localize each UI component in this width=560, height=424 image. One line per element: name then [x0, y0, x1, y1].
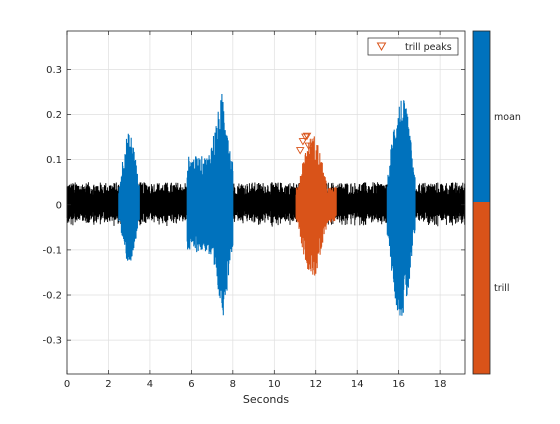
tick-marks [66, 31, 465, 374]
x-tick-label: 10 [268, 379, 281, 390]
x-tick-label: 12 [309, 379, 322, 390]
plot-area [66, 30, 466, 375]
x-tick-label: 0 [64, 379, 70, 390]
x-tick-label: 16 [392, 379, 405, 390]
x-tick-label: 14 [351, 379, 364, 390]
trill-peak-marker [295, 147, 305, 155]
legend-box [367, 37, 459, 56]
y-tick-labels: -0.3 -0.2 -0.1 0 0.1 0.2 0.3 [42, 65, 62, 347]
y-tick-label: -0.2 [42, 291, 62, 302]
colorbar: moan trill [472, 30, 521, 375]
x-tick-label: 2 [105, 379, 111, 390]
trill-peak-marker [301, 133, 310, 141]
moan-segment-trace [386, 100, 416, 316]
trill-peak-marker [304, 142, 313, 150]
y-tick-label: 0.3 [46, 65, 62, 76]
y-tick-label: 0.1 [46, 155, 62, 166]
x-tick-label: 4 [147, 379, 153, 390]
colorbar-label-moan: moan [494, 112, 521, 123]
y-tick-label: -0.3 [42, 336, 62, 347]
x-tick-label: 18 [434, 379, 447, 390]
legend: trill peaks [367, 37, 459, 56]
colorbar-moan-segment [473, 31, 490, 202]
x-tick-label: 6 [188, 379, 194, 390]
y-tick-label: 0 [56, 200, 62, 211]
y-tick-label: -0.1 [42, 245, 62, 256]
trill-segment-trace [295, 136, 337, 276]
colorbar-label-trill: trill [494, 283, 510, 294]
moan-segment-trace [186, 94, 234, 316]
trill-peak-marker [298, 138, 308, 146]
x-tick-labels: 0 2 4 6 8 10 12 14 16 18 [64, 379, 447, 390]
moan-segment-trace [118, 133, 140, 261]
legend-entry-trill-peaks: trill peaks [405, 42, 452, 53]
legend-marker-triangle [376, 42, 387, 52]
trill-peak-marker [302, 132, 312, 141]
axes-box [66, 30, 466, 375]
colorbar-trill-segment [473, 202, 490, 374]
x-axis-label: Seconds [243, 393, 289, 406]
x-tick-label: 8 [230, 379, 236, 390]
colorbar-frame [472, 30, 491, 375]
y-tick-label: 0.2 [46, 110, 62, 121]
trill-peak-markers [295, 132, 313, 155]
